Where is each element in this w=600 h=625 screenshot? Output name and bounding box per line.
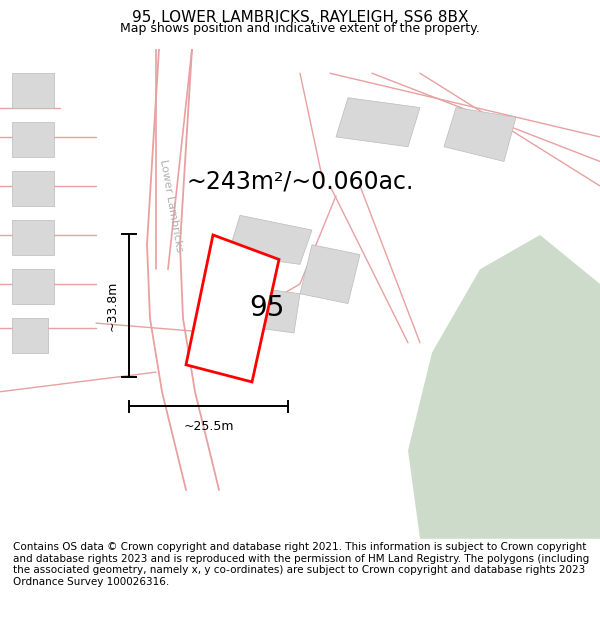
- Text: Map shows position and indicative extent of the property.: Map shows position and indicative extent…: [120, 22, 480, 35]
- Polygon shape: [228, 216, 312, 264]
- Polygon shape: [300, 245, 360, 304]
- Polygon shape: [12, 269, 54, 304]
- Text: 95, LOWER LAMBRICKS, RAYLEIGH, SS6 8BX: 95, LOWER LAMBRICKS, RAYLEIGH, SS6 8BX: [132, 10, 468, 25]
- Text: Lower Lambricks: Lower Lambricks: [158, 158, 184, 252]
- Polygon shape: [12, 73, 54, 107]
- Polygon shape: [222, 284, 300, 333]
- Polygon shape: [12, 220, 54, 254]
- Polygon shape: [12, 171, 54, 206]
- Polygon shape: [408, 235, 600, 539]
- Polygon shape: [444, 107, 516, 161]
- Text: ~33.8m: ~33.8m: [106, 281, 119, 331]
- Polygon shape: [186, 235, 279, 382]
- Text: Contains OS data © Crown copyright and database right 2021. This information is : Contains OS data © Crown copyright and d…: [13, 542, 589, 587]
- Polygon shape: [12, 318, 48, 352]
- Polygon shape: [12, 122, 54, 156]
- Text: ~25.5m: ~25.5m: [183, 419, 234, 432]
- Text: 95: 95: [250, 294, 284, 322]
- Polygon shape: [336, 98, 420, 147]
- Text: ~243m²/~0.060ac.: ~243m²/~0.060ac.: [187, 169, 413, 193]
